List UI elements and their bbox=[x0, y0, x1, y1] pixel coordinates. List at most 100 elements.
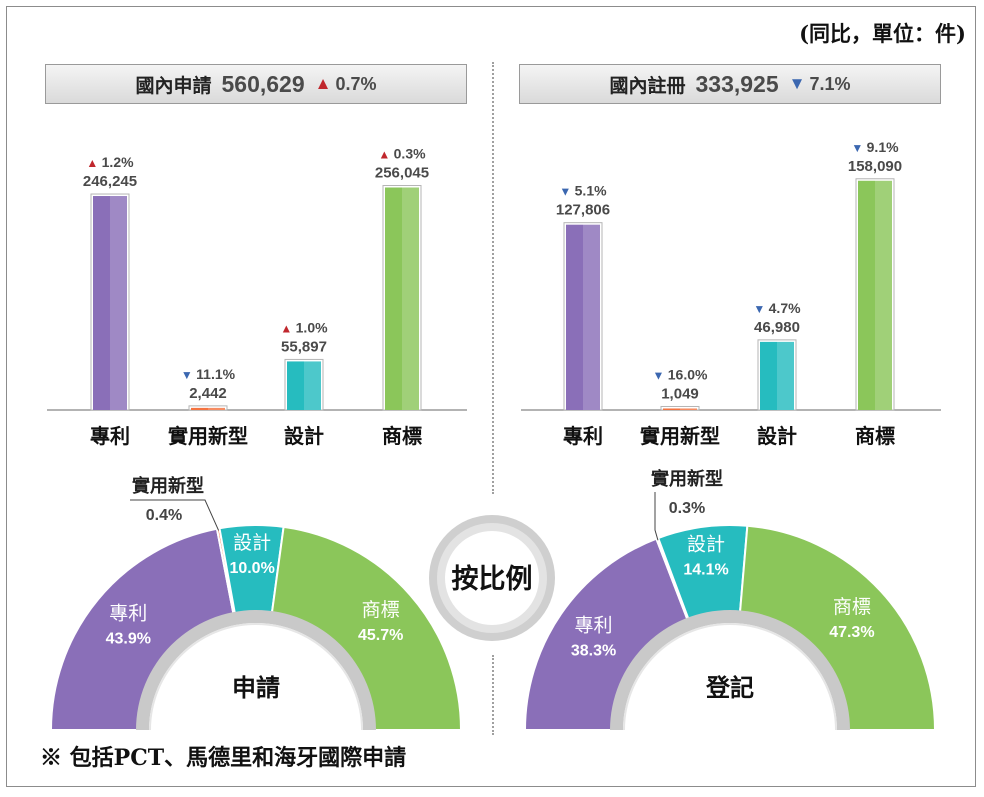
application-change-value-design: 1.0% bbox=[296, 319, 328, 335]
left-summary-total: 560,629 bbox=[221, 70, 305, 97]
down-triangle-icon: ▼ bbox=[559, 185, 574, 199]
registration-slice-pct-design: 14.1% bbox=[683, 562, 728, 579]
registration-donut-title: 登記 bbox=[705, 674, 754, 702]
application-slice-pct-design: 10.0% bbox=[229, 560, 274, 577]
registration-bar-patent-right bbox=[583, 224, 600, 410]
center-badge-label: 按比例 bbox=[452, 563, 533, 594]
left-summary-box: 國內申請 560,629 ▲ 0.7% bbox=[45, 64, 467, 104]
application-slice-name-patent: 專利 bbox=[109, 603, 147, 625]
application-bar-patent-right bbox=[110, 196, 127, 410]
application-bar-design bbox=[284, 358, 324, 411]
registration-bar-trademark bbox=[855, 178, 895, 411]
application-change-value-trademark: 0.3% bbox=[394, 146, 426, 162]
registration-category-label-design: 設計 bbox=[757, 424, 797, 448]
application-category-label-utility-model: 實用新型 bbox=[168, 424, 248, 448]
down-triangle-icon: ▼ bbox=[181, 368, 196, 382]
footnote: ※ 包括PCT、馬德里和海牙國際申請 bbox=[40, 745, 407, 771]
application-bar-utility-model bbox=[188, 405, 228, 411]
registration-category-label-patent: 專利 bbox=[563, 425, 603, 448]
application-bar-patent bbox=[90, 193, 130, 411]
registration-bar-design bbox=[757, 339, 797, 411]
application-category-label-design: 設計 bbox=[284, 424, 324, 448]
registration-bar-utility-model-left bbox=[663, 408, 680, 410]
application-bar-patent-left bbox=[93, 196, 110, 410]
registration-inner-ring bbox=[610, 610, 850, 730]
registration-hub bbox=[623, 623, 837, 730]
application-bar-utility-model-left bbox=[191, 407, 208, 410]
application-bar-trademark-right bbox=[402, 187, 419, 410]
application-change-label-patent: ▲ 1.2% bbox=[86, 154, 134, 170]
registration-bar-utility-model bbox=[660, 405, 700, 411]
application-value-label-design: 55,897 bbox=[281, 338, 327, 355]
registration-bar-patent-left bbox=[566, 224, 583, 410]
application-slice-name-design: 設計 bbox=[233, 532, 271, 554]
registration-category-label-trademark: 商標 bbox=[855, 424, 895, 448]
up-triangle-icon: ▲ bbox=[378, 148, 393, 162]
application-change-label-utility-model: ▼ 11.1% bbox=[181, 366, 236, 382]
application-callout-line bbox=[130, 499, 220, 531]
application-value-label-patent: 246,245 bbox=[83, 173, 137, 190]
registration-bar-chart: 127,806 ▼ 5.1% 專利 1,049 ▼ 16.0% 實用新型 46,980 ▼ 4… bbox=[521, 139, 941, 448]
registration-slice-name-design: 設計 bbox=[687, 534, 725, 556]
registration-slice-pct-trademark: 47.3% bbox=[829, 624, 874, 641]
right-summary-total: 333,925 bbox=[695, 70, 779, 97]
registration-value-label-design: 46,980 bbox=[754, 319, 800, 336]
center-ratio-badge: 按比例 bbox=[429, 515, 555, 641]
left-summary-title: 國內申請 bbox=[135, 74, 212, 97]
left-summary-change: 0.7% bbox=[335, 73, 377, 94]
registration-callout-name: 實用新型 bbox=[651, 468, 723, 489]
registration-change-value-trademark: 9.1% bbox=[867, 139, 899, 155]
registration-change-label-design: ▼ 4.7% bbox=[753, 300, 801, 316]
registration-change-value-patent: 5.1% bbox=[575, 183, 607, 199]
application-bar-trademark bbox=[382, 185, 422, 411]
application-change-label-design: ▲ 1.0% bbox=[280, 319, 328, 335]
vertical-divider-top bbox=[492, 62, 494, 494]
application-hub bbox=[149, 623, 363, 730]
right-summary-box: 國內註冊 333,925 ▼ 7.1% bbox=[519, 64, 941, 104]
registration-bar-patent bbox=[563, 222, 603, 411]
registration-value-label-patent: 127,806 bbox=[556, 202, 610, 219]
application-change-value-patent: 1.2% bbox=[102, 154, 134, 170]
registration-bar-design-right bbox=[777, 341, 794, 410]
application-category-label-patent: 專利 bbox=[90, 425, 130, 448]
registration-value-label-trademark: 158,090 bbox=[848, 158, 902, 175]
registration-change-value-utility-model: 16.0% bbox=[668, 366, 708, 382]
registration-slice-name-trademark: 商標 bbox=[833, 596, 871, 618]
application-value-label-trademark: 256,045 bbox=[375, 165, 429, 182]
application-category-label-trademark: 商標 bbox=[382, 424, 422, 448]
registration-bar-trademark-left bbox=[858, 180, 875, 410]
registration-donut-chart: 登記 專利 38.3% 設計 14.1% 商標 47.3% 實用新型 0.3% bbox=[523, 468, 937, 731]
registration-bar-utility-model-right bbox=[680, 408, 697, 410]
registration-change-value-design: 4.7% bbox=[769, 300, 801, 316]
registration-category-label-utility-model: 實用新型 bbox=[640, 424, 720, 448]
down-triangle-icon: ▼ bbox=[788, 74, 806, 93]
application-bar-utility-model-right bbox=[208, 407, 225, 410]
figure-frame bbox=[6, 6, 976, 787]
registration-change-label-patent: ▼ 5.1% bbox=[559, 183, 607, 199]
application-donut-title: 申請 bbox=[232, 674, 280, 702]
application-inner-ring bbox=[136, 610, 376, 730]
up-triangle-icon: ▲ bbox=[280, 321, 295, 335]
down-triangle-icon: ▼ bbox=[653, 368, 668, 382]
application-change-label-trademark: ▲ 0.3% bbox=[378, 146, 426, 162]
application-slice-pct-patent: 43.9% bbox=[106, 631, 151, 648]
registration-slice-pct-patent: 38.3% bbox=[571, 642, 616, 659]
application-value-label-utility-model: 2,442 bbox=[189, 385, 227, 402]
application-change-value-utility-model: 11.1% bbox=[196, 366, 235, 382]
registration-change-label-utility-model: ▼ 16.0% bbox=[653, 366, 708, 382]
application-bar-chart: 246,245 ▲ 1.2% 專利 2,442 ▼ 11.1% 實用新型 55,897 ▲ 1… bbox=[47, 146, 467, 448]
registration-bar-design-left bbox=[760, 341, 777, 410]
registration-callout-pct: 0.3% bbox=[669, 500, 705, 517]
registration-bar-trademark-right bbox=[875, 180, 892, 410]
up-triangle-icon: ▲ bbox=[86, 156, 101, 170]
application-callout-pct: 0.4% bbox=[146, 507, 182, 524]
application-callout-name: 實用新型 bbox=[132, 475, 204, 496]
registration-value-label-utility-model: 1,049 bbox=[661, 385, 699, 402]
down-triangle-icon: ▼ bbox=[753, 302, 768, 316]
right-summary-change: 7.1% bbox=[809, 73, 851, 94]
registration-callout-line bbox=[654, 492, 659, 541]
up-triangle-icon: ▲ bbox=[314, 74, 332, 93]
right-summary-title: 國內註冊 bbox=[609, 74, 686, 97]
application-bar-trademark-left bbox=[385, 187, 402, 410]
